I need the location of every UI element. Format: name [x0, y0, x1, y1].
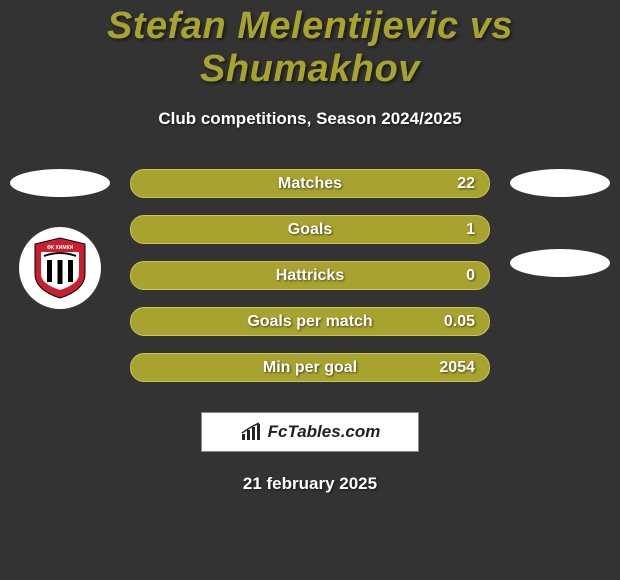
- player-photo-placeholder: [10, 169, 110, 197]
- stat-bar: Hattricks 0: [130, 261, 490, 290]
- stat-label: Goals: [288, 221, 332, 239]
- left-player-col: ФК ХИМКИ: [10, 169, 110, 309]
- chart-icon: [240, 422, 264, 442]
- club-logo-placeholder: [510, 249, 610, 277]
- content-row: ФК ХИМКИ Matches 22 Goals 1 Hattricks 0 …: [0, 169, 620, 382]
- stat-value: 1: [466, 221, 475, 239]
- stat-bar: Goals 1: [130, 215, 490, 244]
- stat-bar: Min per goal 2054: [130, 353, 490, 382]
- stat-bar: Matches 22: [130, 169, 490, 198]
- comparison-title: Stefan Melentijevic vs Shumakhov: [0, 5, 620, 91]
- stat-value: 2054: [439, 359, 475, 377]
- stat-label: Min per goal: [263, 359, 357, 377]
- date-text: 21 february 2025: [0, 474, 620, 494]
- stat-label: Hattricks: [276, 267, 344, 285]
- watermark: FcTables.com: [201, 412, 419, 452]
- player-photo-placeholder: [510, 169, 610, 197]
- stat-label: Matches: [278, 175, 342, 193]
- comparison-subtitle: Club competitions, Season 2024/2025: [0, 109, 620, 129]
- stat-bar: Goals per match 0.05: [130, 307, 490, 336]
- club-logo: ФК ХИМКИ: [19, 227, 101, 309]
- shield-icon: ФК ХИМКИ: [30, 236, 90, 300]
- svg-text:ФК ХИМКИ: ФК ХИМКИ: [47, 245, 74, 251]
- stat-value: 0: [466, 267, 475, 285]
- right-player-col: [510, 169, 610, 277]
- stat-value: 22: [457, 175, 475, 193]
- stat-label: Goals per match: [247, 313, 372, 331]
- watermark-text: FcTables.com: [268, 422, 381, 442]
- stats-column: Matches 22 Goals 1 Hattricks 0 Goals per…: [130, 169, 490, 382]
- stat-value: 0.05: [444, 313, 475, 331]
